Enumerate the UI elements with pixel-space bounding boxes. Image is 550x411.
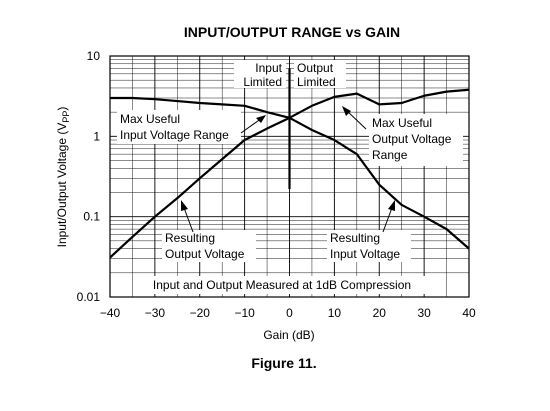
measured-note-box	[134, 276, 430, 294]
y-tick-label: 1	[93, 129, 100, 143]
y-tick-label: 0.1	[83, 210, 100, 224]
arrow-resulting-input-head	[388, 200, 395, 211]
max-input-box	[117, 110, 241, 144]
x-tick-label: 20	[373, 306, 387, 320]
resulting-input-box	[327, 230, 411, 262]
max-output-box	[369, 114, 463, 166]
figure-caption: Figure 11.	[251, 355, 316, 371]
x-tick-label: −30	[145, 306, 166, 320]
input-limited-box	[234, 60, 286, 88]
plot-frame	[109, 55, 470, 298]
x-axis-label: Gain (dB)	[263, 328, 314, 342]
x-tick-labels: −40 −30 −20 −10 0 10 20 30 40	[100, 306, 476, 320]
input-limited-line1: Input	[255, 61, 282, 75]
annotation-arrows	[181, 106, 395, 233]
output-limited-line2: Limited	[297, 75, 336, 89]
x-tick-label: −10	[234, 306, 255, 320]
chart-title: INPUT/OUTPUT RANGE vs GAIN	[184, 24, 400, 40]
max-output-line3: Range	[372, 148, 408, 162]
max-output-line1: Max Useful	[372, 116, 432, 130]
max-input-line2: Input Voltage Range	[120, 128, 229, 142]
plot-area	[109, 55, 470, 298]
output-limited-line1: Output	[297, 61, 334, 75]
x-tick-label: 0	[286, 306, 293, 320]
output-limited-box	[294, 60, 346, 88]
y-tick-label: 0.01	[77, 290, 101, 304]
max-input-line1: Max Useful	[120, 112, 180, 126]
resulting-output-line2: Output Voltage	[165, 247, 245, 261]
y-tick-labels: 0.01 0.1 1 10	[77, 49, 101, 304]
resulting-input-line1: Resulting	[330, 231, 380, 245]
y-tick-label: 10	[87, 49, 101, 63]
x-tick-label: −40	[100, 306, 121, 320]
input-limited-line2: Limited	[243, 75, 282, 89]
x-tick-label: 40	[462, 306, 476, 320]
x-tick-label: −20	[190, 306, 211, 320]
x-tick-label: 30	[417, 306, 431, 320]
max-output-line2: Output Voltage	[372, 132, 452, 146]
x-tick-label: 10	[328, 306, 342, 320]
grid	[110, 56, 469, 297]
resulting-output-box	[162, 230, 256, 262]
arrow-max-input-head	[256, 115, 266, 123]
arrow-max-output	[345, 109, 367, 130]
arrow-max-output-head	[342, 106, 351, 116]
measured-note: Input and Output Measured at 1dB Compres…	[153, 278, 411, 292]
resulting-input-line2: Input Voltage	[330, 247, 400, 261]
resulting-output-line1: Resulting	[165, 231, 215, 245]
arrow-resulting-output-head	[181, 200, 188, 211]
y-axis-label: Input/Output Voltage (VPP)	[55, 107, 71, 248]
